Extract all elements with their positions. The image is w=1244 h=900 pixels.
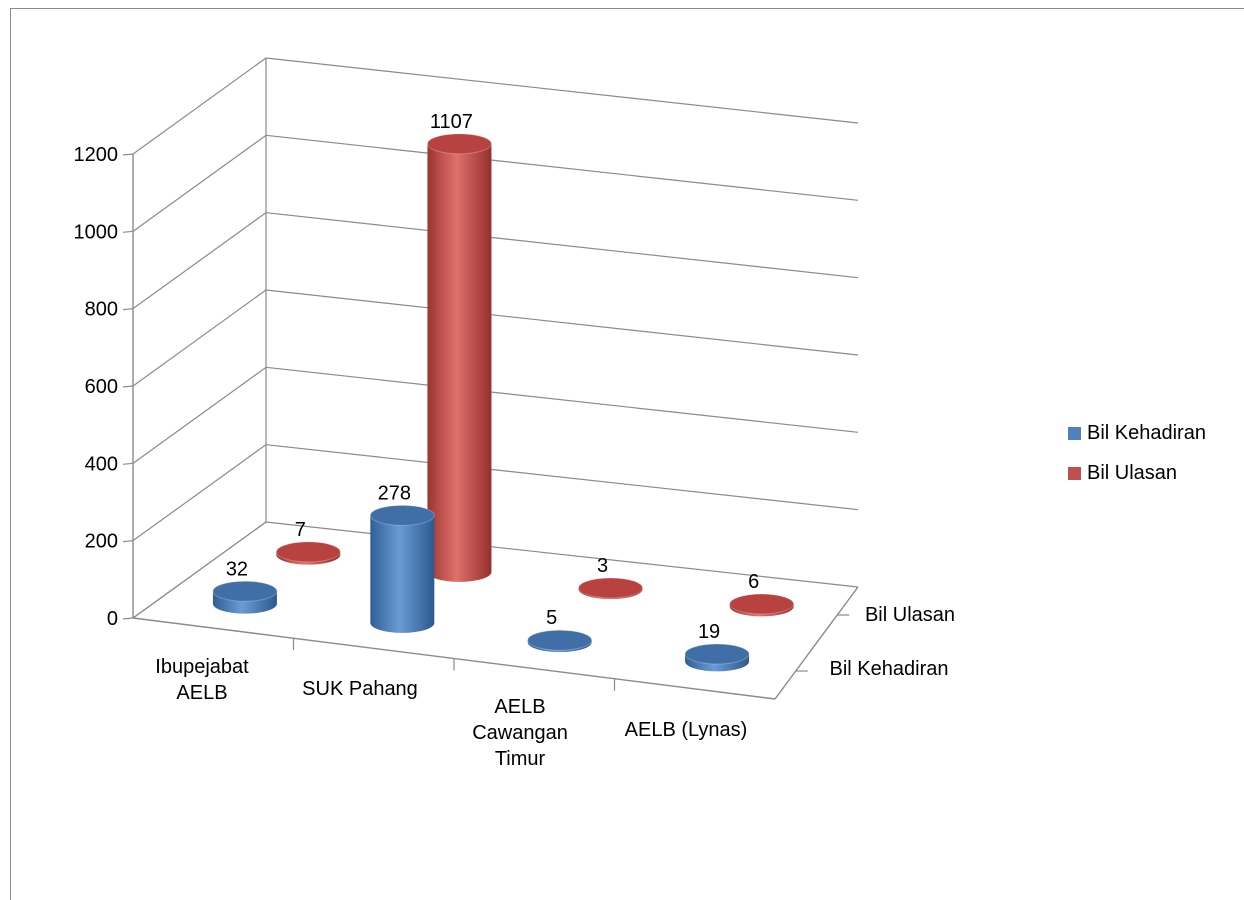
depth-axis-line — [774, 586, 859, 700]
bar-top — [275, 541, 341, 563]
bar-1-0 — [275, 541, 341, 565]
bar-top — [426, 133, 492, 155]
gridline-side — [132, 212, 267, 310]
gridline-side — [132, 444, 267, 542]
x-category-label: AELB (Lynas) — [625, 719, 748, 741]
bar-top — [527, 629, 593, 651]
bar-1-2 — [578, 577, 644, 600]
bar-0-0 — [212, 580, 278, 614]
depth-series-label: Bil Ulasan — [865, 604, 955, 626]
bar-1-1 — [426, 133, 492, 582]
data-label: 5 — [546, 607, 557, 629]
gridline-back — [265, 212, 859, 279]
bar-0-1 — [369, 504, 435, 633]
y-tick-label: 600 — [85, 376, 118, 398]
gridline-back — [265, 57, 859, 124]
legend-swatch-ulasan — [1068, 466, 1081, 480]
bar-body — [427, 143, 492, 582]
y-tick-label: 1200 — [74, 144, 119, 166]
y-tick-label: 0 — [107, 608, 118, 630]
y-tick-mark — [122, 617, 134, 620]
data-label: 1107 — [430, 111, 473, 133]
y-tick-mark — [122, 230, 134, 233]
legend-label-kehadiran: Bil Kehadiran — [1087, 421, 1206, 444]
x-category-label: AELB Cawangan Timur — [472, 696, 568, 770]
data-label: 6 — [748, 571, 759, 593]
legend-item-ulasan: Bil Ulasan — [1068, 458, 1206, 488]
bar-0-3 — [684, 643, 750, 672]
bar-top — [684, 643, 750, 665]
y-tick-label: 400 — [85, 453, 118, 475]
y-tick-mark — [122, 462, 134, 465]
bar-top — [369, 504, 435, 526]
gridline-back — [265, 444, 859, 511]
bar-body — [370, 515, 435, 633]
x-category-label: Ibupejabat AELB — [155, 656, 249, 704]
y-tick-label: 1000 — [74, 221, 119, 243]
gridline-back — [265, 366, 859, 433]
data-label: 19 — [698, 621, 720, 643]
bar-top — [212, 580, 278, 602]
bar-top — [729, 593, 795, 615]
y-tick-label: 800 — [85, 299, 118, 321]
gridline-back — [265, 521, 859, 588]
gridline-back — [265, 289, 859, 356]
gridline-back — [265, 134, 859, 201]
y-tick-mark — [122, 308, 134, 311]
y-tick-mark — [122, 540, 134, 543]
chart-legend: Bil Kehadiran Bil Ulasan — [1068, 418, 1206, 498]
data-label: 3 — [597, 555, 608, 577]
data-label: 7 — [295, 519, 306, 541]
floor-left-edge — [132, 521, 267, 619]
legend-label-ulasan: Bil Ulasan — [1087, 461, 1178, 484]
gridline-side — [132, 366, 267, 464]
legend-item-kehadiran: Bil Kehadiran — [1068, 418, 1206, 448]
x-category-label: SUK Pahang — [302, 678, 418, 700]
gridline-side — [132, 134, 267, 232]
gridline-side — [132, 289, 267, 387]
data-label: 32 — [226, 558, 248, 580]
bar-1-3 — [729, 593, 795, 617]
depth-series-label: Bil Kehadiran — [830, 658, 949, 680]
y-tick-mark — [122, 385, 134, 388]
y-tick-label: 200 — [85, 531, 118, 553]
y-tick-mark — [122, 153, 134, 156]
bar-0-2 — [527, 629, 593, 653]
chart-frame — [10, 8, 1244, 900]
gridline-side — [132, 57, 267, 155]
legend-swatch-kehadiran — [1068, 426, 1081, 440]
bar-top — [578, 577, 644, 599]
data-label: 278 — [378, 482, 411, 504]
